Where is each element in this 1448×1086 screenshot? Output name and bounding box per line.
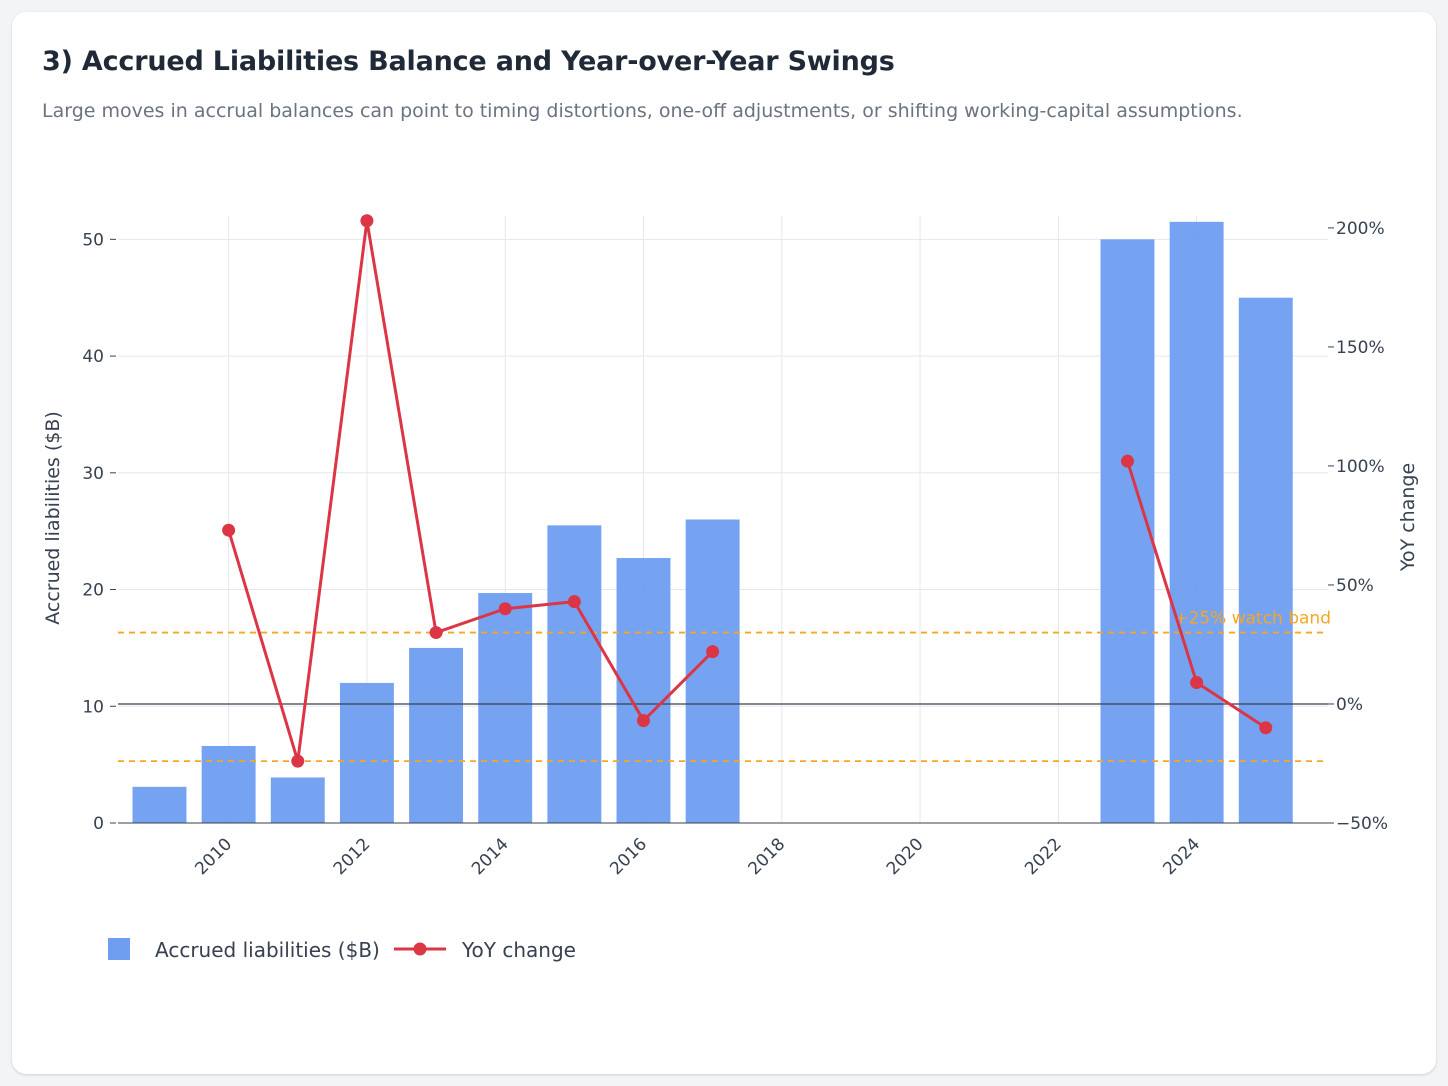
- x-tick-label: 2022: [1021, 834, 1066, 879]
- y-left-tick-label: 30: [82, 464, 104, 484]
- yoy-point: [567, 595, 581, 609]
- legend-bar-label: Accrued liabilities ($B): [155, 938, 380, 962]
- x-tick-label: 2018: [745, 834, 790, 879]
- y-right-tick-label: 50%: [1336, 576, 1374, 596]
- bar-accrued-liabilities: [1169, 221, 1224, 823]
- bar-accrued-liabilities: [1100, 239, 1155, 823]
- legend: Accrued liabilities ($B) YoY change: [108, 938, 576, 962]
- y-right-tick-label: −50%: [1336, 814, 1388, 834]
- legend-line-marker: [413, 942, 427, 956]
- y-left-tick-label: 10: [82, 697, 104, 717]
- x-tick-label: 2016: [606, 834, 651, 879]
- yoy-point: [498, 602, 512, 616]
- bar-accrued-liabilities: [1238, 297, 1293, 823]
- bar-accrued-liabilities: [201, 745, 256, 823]
- bar-accrued-liabilities: [270, 777, 325, 823]
- y-left-tick-label: 0: [93, 814, 104, 834]
- bar-accrued-liabilities: [478, 593, 533, 823]
- yoy-point: [1120, 454, 1134, 468]
- y-left-axis-title: Accrued liabilities ($B): [42, 411, 64, 625]
- y-right-tick-label: 0%: [1336, 695, 1363, 715]
- y-left-tick-label: 20: [82, 581, 104, 601]
- yoy-point: [706, 645, 720, 659]
- chart-title: 3) Accrued Liabilities Balance and Year-…: [42, 46, 895, 77]
- bars-layer: [132, 221, 1293, 823]
- y-left-tick-label: 50: [82, 230, 104, 250]
- x-tick-label: 2024: [1159, 834, 1204, 879]
- y-right-tick-label: 100%: [1336, 457, 1385, 477]
- bar-accrued-liabilities: [409, 647, 464, 823]
- yoy-line: [227, 219, 714, 763]
- yoy-point: [360, 214, 374, 228]
- bar-accrued-liabilities: [339, 682, 394, 823]
- reference-lines: +25% watch band: [118, 609, 1331, 763]
- bar-accrued-liabilities: [547, 525, 602, 823]
- x-tick-label: 2012: [330, 834, 375, 879]
- yoy-point: [1259, 721, 1273, 735]
- yoy-line-layer: [222, 214, 1273, 768]
- x-tick-label: 2010: [191, 834, 236, 879]
- chart-subtitle: Large moves in accrual balances can poin…: [42, 100, 1243, 122]
- y-right-tick-label: 150%: [1336, 338, 1385, 358]
- yoy-point: [636, 714, 650, 728]
- y-left-tick-label: 40: [82, 347, 104, 367]
- bar-accrued-liabilities: [132, 786, 187, 823]
- x-tick-label: 2020: [883, 834, 928, 879]
- y-right-tick-label: 200%: [1336, 219, 1385, 239]
- watch-band-label: +25% watch band: [1174, 609, 1331, 629]
- y-right-axis-title: YoY change: [1397, 463, 1419, 572]
- yoy-point: [291, 754, 305, 768]
- yoy-point: [222, 523, 236, 537]
- legend-line-label: YoY change: [461, 938, 576, 962]
- yoy-point: [429, 626, 443, 640]
- x-tick-label: 2014: [468, 834, 513, 879]
- yoy-point: [1190, 676, 1204, 690]
- legend-bar-swatch: [108, 938, 130, 960]
